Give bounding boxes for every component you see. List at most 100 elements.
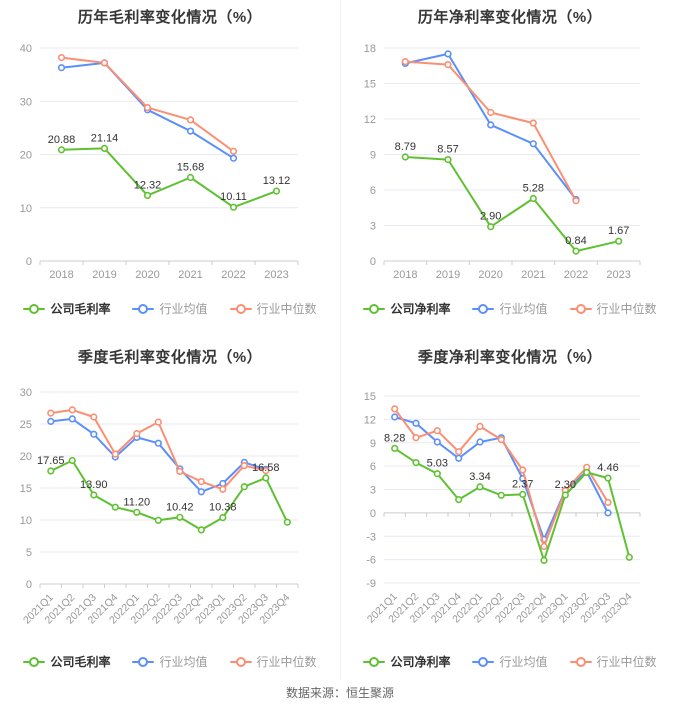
data-point — [47, 467, 55, 475]
data-point — [68, 415, 76, 423]
legend-label: 行业均值 — [499, 302, 548, 316]
svg-text:6: 6 — [370, 185, 376, 197]
svg-text:40: 40 — [20, 43, 32, 55]
point-label: 13.12 — [263, 175, 291, 187]
legend-item-industry-mean[interactable]: 行业均值 — [132, 300, 208, 317]
svg-text:2019: 2019 — [436, 269, 460, 281]
svg-text:0: 0 — [26, 256, 32, 268]
data-point — [583, 468, 591, 476]
data-point — [604, 498, 612, 506]
legend-item-industry-median[interactable]: 行业中位数 — [569, 300, 657, 317]
point-label: 16.58 — [252, 462, 280, 474]
point-label: 10.38 — [209, 502, 237, 514]
legend-item-company-gross-margin[interactable]: 公司毛利率 — [23, 300, 110, 317]
column-divider — [340, 0, 341, 680]
data-point — [497, 491, 505, 499]
svg-text:9: 9 — [370, 438, 376, 450]
line-company — [401, 153, 623, 255]
data-point — [444, 60, 452, 69]
svg-text:25: 25 — [20, 419, 32, 431]
data-point — [186, 173, 195, 182]
svg-text:2018: 2018 — [49, 269, 73, 281]
point-label: 5.03 — [427, 458, 448, 470]
legend-label: 行业中位数 — [596, 655, 657, 669]
data-point — [90, 491, 98, 499]
svg-text:6: 6 — [370, 461, 376, 473]
data-point — [90, 413, 98, 421]
svg-text:20: 20 — [20, 150, 32, 162]
data-point — [604, 509, 612, 517]
data-point — [47, 417, 55, 425]
data-point — [572, 247, 580, 255]
point-label: 2.90 — [480, 211, 501, 223]
data-point — [176, 513, 184, 521]
svg-text:3: 3 — [370, 485, 376, 497]
data-point — [444, 156, 452, 164]
line-company — [391, 444, 633, 564]
data-point — [604, 474, 612, 482]
svg-text:-3: -3 — [366, 531, 376, 543]
line-circle-marker-icon — [229, 303, 252, 314]
legend-item-industry-mean[interactable]: 行业均值 — [472, 300, 548, 317]
data-point — [90, 430, 98, 438]
line-industry-median — [391, 405, 612, 550]
line-circle-marker-icon — [363, 656, 386, 667]
legend-item-industry-mean[interactable]: 行业均值 — [472, 653, 548, 670]
legend-quarterly-net-margin: 公司净利率 行业均值 行业中位数 — [340, 653, 680, 670]
point-label: 8.79 — [395, 141, 416, 153]
data-point — [154, 418, 162, 426]
legend-label: 行业中位数 — [256, 302, 317, 316]
line-circle-marker-icon — [363, 303, 386, 314]
data-point — [57, 64, 66, 72]
data-point — [197, 488, 205, 496]
data-point — [197, 526, 205, 534]
data-point — [615, 237, 623, 245]
svg-text:2018: 2018 — [393, 269, 417, 281]
data-point — [529, 140, 537, 148]
svg-text:2022: 2022 — [221, 269, 245, 281]
data-point — [229, 147, 238, 155]
svg-text:3: 3 — [370, 221, 376, 233]
point-label: 12.32 — [134, 179, 162, 191]
data-point — [487, 223, 495, 231]
legend-item-company-net-margin[interactable]: 公司净利率 — [363, 300, 450, 317]
point-label: 21.14 — [91, 132, 119, 144]
legend-label: 行业均值 — [159, 655, 208, 669]
svg-text:0: 0 — [370, 508, 376, 520]
svg-text:2022: 2022 — [564, 269, 588, 281]
legend-item-industry-median[interactable]: 行业中位数 — [229, 300, 317, 317]
svg-text:-9: -9 — [366, 578, 376, 590]
svg-text:2020: 2020 — [135, 269, 159, 281]
data-point — [476, 438, 484, 446]
data-point — [143, 191, 152, 199]
legend-item-company-net-margin[interactable]: 公司净利率 — [363, 653, 450, 670]
point-label: 4.46 — [597, 462, 618, 474]
svg-text:2019: 2019 — [92, 269, 116, 281]
legend-item-company-gross-margin[interactable]: 公司毛利率 — [23, 653, 110, 670]
svg-text:12: 12 — [364, 114, 376, 126]
legend-item-industry-mean[interactable]: 行业均值 — [132, 653, 208, 670]
svg-text:2021: 2021 — [178, 269, 202, 281]
data-point — [401, 153, 409, 161]
svg-text:2021: 2021 — [521, 269, 545, 281]
legend-label: 公司净利率 — [390, 655, 451, 669]
legend-item-industry-median[interactable]: 行业中位数 — [229, 653, 317, 670]
point-label: 0.84 — [565, 235, 586, 247]
data-point — [561, 491, 569, 499]
legend-label: 行业均值 — [499, 655, 548, 669]
line-circle-marker-icon — [472, 656, 495, 667]
data-point — [412, 458, 420, 467]
data-point — [68, 456, 76, 465]
data-point — [133, 508, 141, 516]
data-point — [519, 490, 527, 498]
data-point — [433, 427, 441, 435]
data-point — [197, 478, 205, 486]
legend-item-industry-median[interactable]: 行业中位数 — [569, 653, 657, 670]
legend-label: 公司毛利率 — [50, 655, 111, 669]
svg-text:15: 15 — [20, 483, 32, 495]
data-point — [487, 108, 495, 117]
data-point — [412, 434, 420, 442]
svg-text:30: 30 — [20, 96, 32, 108]
svg-text:15: 15 — [364, 391, 376, 403]
line-company — [47, 456, 291, 534]
